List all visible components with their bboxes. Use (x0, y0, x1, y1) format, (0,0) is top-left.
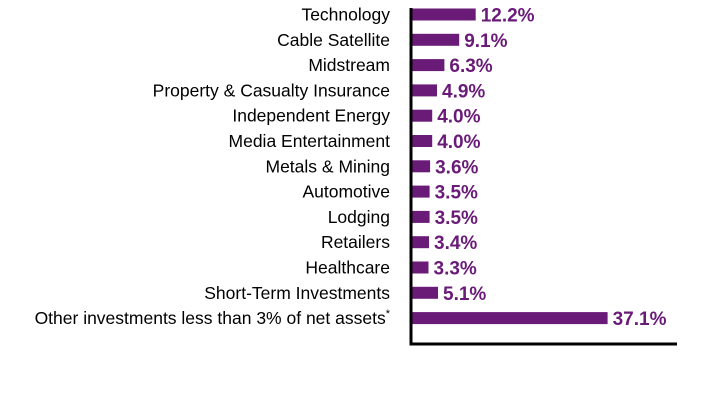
category-label: Short-Term Investments (204, 283, 390, 303)
value-label: 4.0% (437, 107, 480, 128)
value-label: 3.5% (435, 183, 478, 204)
bar (411, 185, 430, 198)
category-label: Midstream (308, 55, 390, 75)
value-label: 5.1% (443, 284, 486, 305)
footnote-mark: * (386, 308, 391, 320)
bar (411, 312, 608, 325)
category-label: Property & Casualty Insurance (153, 80, 390, 100)
category-labels-group: Technology Cable Satellite Midstream Proper… (35, 5, 391, 329)
category-label: Metals & Mining (266, 156, 391, 176)
bar (411, 135, 433, 147)
value-label: 3.4% (434, 233, 477, 254)
bar (411, 33, 460, 46)
value-label: 4.9% (442, 81, 485, 102)
bars-group (411, 8, 608, 325)
category-label: Technology (301, 5, 390, 25)
category-label: Other investments less than 3% of net as… (35, 308, 391, 328)
category-label: Independent Energy (232, 106, 390, 126)
bar (411, 8, 476, 21)
value-label: 3.3% (434, 259, 477, 280)
value-label: 6.3% (449, 56, 492, 77)
value-label: 37.1% (613, 309, 667, 330)
bar (411, 59, 445, 72)
bar (411, 236, 429, 249)
value-label: 3.5% (435, 208, 478, 229)
bar (411, 286, 438, 299)
bar (411, 160, 431, 173)
bar (411, 210, 430, 223)
bar (411, 84, 437, 97)
category-label: Automotive (302, 182, 390, 202)
value-label: 9.1% (464, 31, 507, 52)
category-label: Retailers (321, 232, 390, 252)
value-labels-group: 12.2% 9.1% 6.3% 4.9% 4.0% 4.0% 3.6% 3.5% 3.5% 3.4… (434, 6, 667, 331)
value-label: 4.0% (437, 132, 480, 153)
bar (411, 109, 433, 122)
bar (411, 261, 429, 274)
category-label: Lodging (328, 207, 390, 227)
category-label: Cable Satellite (277, 30, 390, 50)
value-label: 12.2% (481, 6, 535, 27)
category-label: Healthcare (305, 258, 390, 278)
value-label: 3.6% (435, 157, 478, 178)
category-label: Media Entertainment (229, 131, 391, 151)
